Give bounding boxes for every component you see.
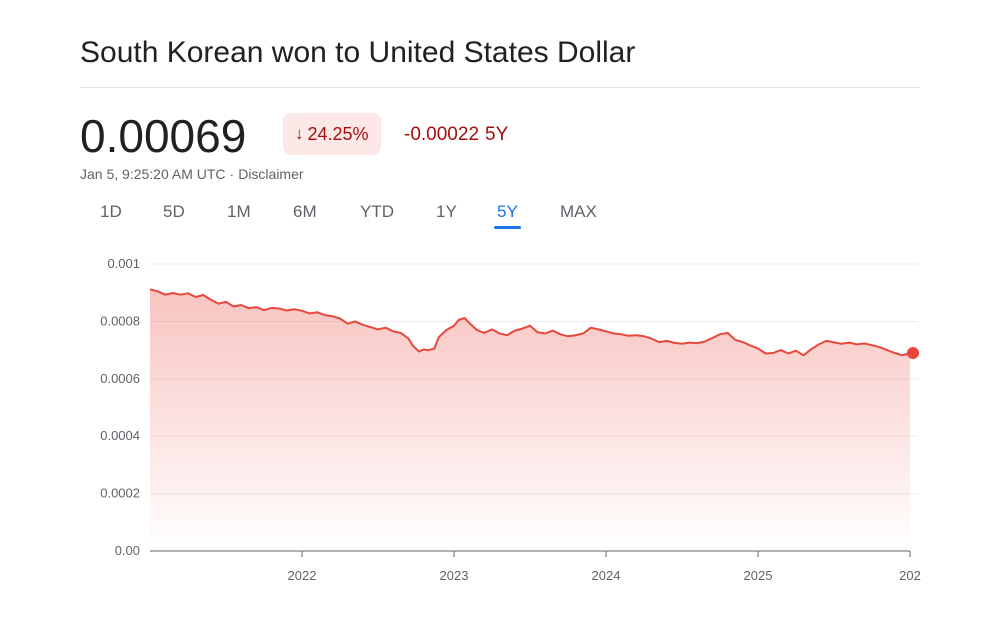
x-tick-label: 2023 xyxy=(440,568,469,583)
x-tick-label: 2025 xyxy=(744,568,773,583)
y-tick-label: 0.001 xyxy=(107,256,140,271)
page-title: South Korean won to United States Dollar xyxy=(80,36,636,69)
title-divider xyxy=(80,87,920,88)
price-line xyxy=(149,288,911,357)
tab-ytd[interactable]: YTD xyxy=(360,202,394,221)
x-tick-label: 202 xyxy=(899,568,921,583)
tab-5d[interactable]: 5D xyxy=(163,202,185,221)
change-period: 5Y xyxy=(485,124,509,145)
tab-6m[interactable]: 6M xyxy=(293,202,317,221)
y-tick-label: 0.0004 xyxy=(100,428,140,443)
tab-5y[interactable]: 5Y xyxy=(494,202,521,229)
tab-1d[interactable]: 1D xyxy=(100,202,122,221)
tab-1y[interactable]: 1Y xyxy=(436,202,457,221)
disclaimer-link[interactable]: Disclaimer xyxy=(238,166,304,182)
current-value-dot xyxy=(907,346,919,359)
price-area-fill xyxy=(150,289,910,551)
change-value: -0.00022 xyxy=(404,124,480,145)
y-tick-label: 0.0006 xyxy=(100,371,140,386)
tab-max[interactable]: MAX xyxy=(560,202,597,221)
y-tick-label: 0.00 xyxy=(115,543,140,558)
change-percent-badge: ↓ 24.25% xyxy=(283,113,381,155)
change-absolute: -0.00022 5Y xyxy=(404,124,514,146)
tab-1m[interactable]: 1M xyxy=(227,202,251,221)
x-tick-label: 2024 xyxy=(592,568,621,583)
y-tick-label: 0.0002 xyxy=(100,486,140,501)
current-price: 0.00069 xyxy=(80,110,247,162)
range-tabs: 1D 5D 1M 6M YTD 1Y 5Y MAX xyxy=(0,200,1000,230)
separator: · xyxy=(229,166,235,182)
x-tick-label: 2022 xyxy=(288,568,317,583)
change-percent: 24.25% xyxy=(307,123,369,144)
timestamp: Jan 5, 9:25:20 AM UTC xyxy=(80,166,226,182)
arrow-down-icon: ↓ xyxy=(295,124,304,143)
y-tick-label: 0.0008 xyxy=(100,313,140,328)
timestamp-line: Jan 5, 9:25:20 AM UTC · Disclaimer xyxy=(80,166,304,182)
